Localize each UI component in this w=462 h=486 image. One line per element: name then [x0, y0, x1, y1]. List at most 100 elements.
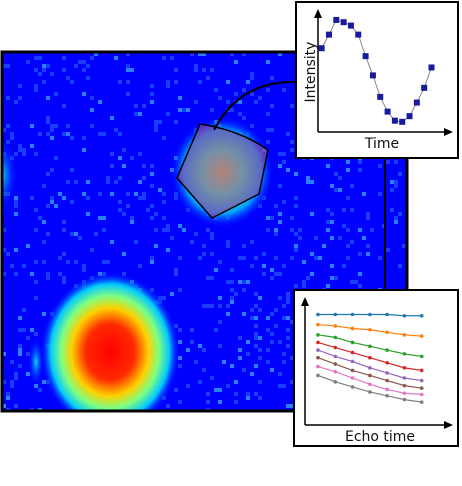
noise-pixel: [170, 56, 174, 60]
noise-pixel: [234, 400, 238, 404]
point: [384, 108, 391, 115]
noise-pixel: [326, 284, 330, 288]
noise-pixel: [114, 56, 118, 60]
noise-pixel: [46, 276, 50, 280]
noise-pixel: [150, 216, 154, 220]
noise-pixel: [30, 196, 34, 200]
noise-pixel: [278, 164, 282, 168]
noise-pixel: [190, 52, 194, 56]
noise-pixel: [2, 248, 6, 252]
point: [419, 392, 424, 397]
noise-pixel: [318, 256, 322, 260]
noise-pixel: [290, 216, 294, 220]
noise-pixel: [86, 76, 90, 80]
noise-pixel: [22, 328, 26, 332]
noise-pixel: [342, 264, 346, 268]
point: [402, 333, 407, 337]
noise-pixel: [294, 244, 298, 248]
noise-pixel: [170, 292, 174, 296]
noise-pixel: [338, 188, 342, 192]
noise-pixel: [18, 328, 22, 332]
noise-pixel: [126, 64, 130, 68]
noise-pixel: [274, 256, 278, 260]
noise-pixel: [122, 252, 126, 256]
noise-pixel: [162, 216, 166, 220]
noise-pixel: [366, 244, 370, 248]
point: [402, 352, 407, 356]
point: [419, 334, 424, 338]
noise-pixel: [342, 208, 346, 212]
noise-pixel: [82, 268, 86, 272]
noise-pixel: [2, 380, 6, 384]
noise-pixel: [62, 220, 66, 224]
noise-pixel: [154, 228, 158, 232]
noise-pixel: [66, 124, 70, 128]
noise-pixel: [50, 128, 54, 132]
noise-pixel: [50, 200, 54, 204]
noise-pixel: [198, 80, 202, 84]
noise-pixel: [46, 272, 50, 276]
arrow: [444, 421, 453, 429]
noise-pixel: [206, 400, 210, 404]
noise-pixel: [166, 80, 170, 84]
noise-pixel: [82, 264, 86, 268]
noise-pixel: [178, 356, 182, 360]
noise-pixel: [110, 240, 114, 244]
noise-pixel: [294, 232, 298, 236]
noise-pixel: [334, 172, 338, 176]
noise-pixel: [34, 296, 38, 300]
noise-pixel: [142, 176, 146, 180]
noise-pixel: [270, 76, 274, 80]
noise-pixel: [206, 76, 210, 80]
noise-pixel: [358, 252, 362, 256]
noise-pixel: [38, 56, 42, 60]
noise-pixel: [54, 156, 58, 160]
noise-pixel: [98, 192, 102, 196]
noise-pixel: [274, 232, 278, 236]
noise-pixel: [242, 368, 246, 372]
noise-pixel: [242, 116, 246, 120]
noise-pixel: [138, 264, 142, 268]
noise-pixel: [258, 396, 262, 400]
point: [362, 53, 369, 60]
point: [316, 340, 320, 345]
noise-pixel: [394, 160, 398, 164]
noise-pixel: [18, 316, 22, 320]
point: [316, 333, 320, 337]
noise-pixel: [286, 168, 290, 172]
noise-pixel: [62, 104, 66, 108]
noise-pixel: [254, 392, 258, 396]
noise-pixel: [50, 124, 54, 128]
point: [385, 393, 389, 398]
noise-pixel: [106, 180, 110, 184]
noise-pixel: [6, 124, 10, 128]
noise-pixel: [246, 396, 250, 400]
noise-pixel: [358, 168, 362, 172]
noise-pixel: [14, 272, 18, 276]
noise-pixel: [130, 220, 134, 224]
noise-pixel: [178, 224, 182, 228]
noise-pixel: [202, 52, 206, 56]
noise-pixel: [174, 272, 178, 276]
noise-pixel: [198, 256, 202, 260]
point: [399, 118, 406, 125]
noise-pixel: [90, 96, 94, 100]
point: [316, 364, 320, 369]
noise-pixel: [18, 348, 22, 352]
noise-pixel: [266, 316, 270, 320]
noise-pixel: [342, 224, 346, 228]
noise-pixel: [158, 188, 162, 192]
point: [333, 380, 338, 384]
noise-pixel: [74, 260, 78, 264]
noise-pixel: [118, 176, 122, 180]
noise-pixel: [14, 372, 18, 376]
point: [391, 117, 398, 124]
point: [419, 386, 424, 390]
noise-pixel: [146, 208, 150, 212]
noise-pixel: [66, 180, 70, 184]
noise-pixel: [246, 352, 250, 356]
point: [385, 378, 389, 383]
noise-pixel: [170, 236, 174, 240]
point: [385, 348, 389, 352]
point: [333, 354, 338, 359]
